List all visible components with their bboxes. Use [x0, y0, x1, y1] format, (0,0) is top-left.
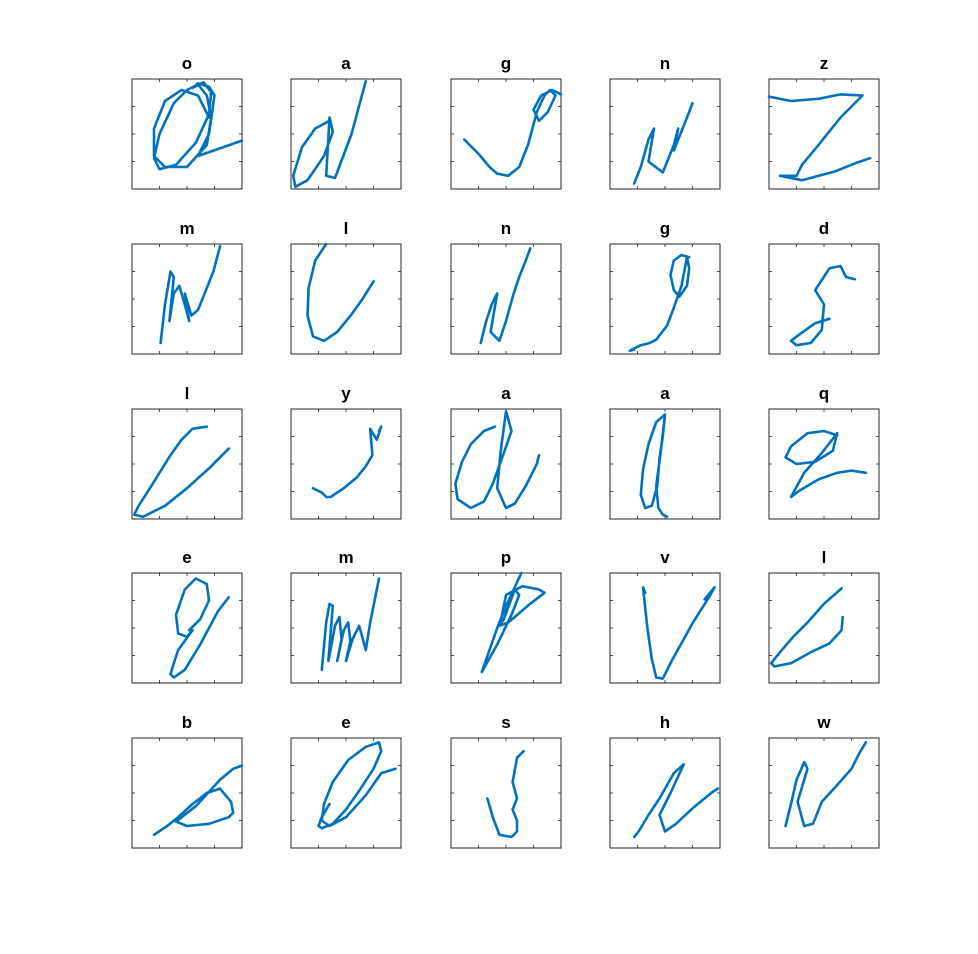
- axes-box: [131, 408, 243, 520]
- subplot-3: g: [450, 54, 563, 190]
- handwriting-stroke-v: [641, 585, 716, 680]
- subplot-19: v: [609, 548, 721, 684]
- subplot-title: m: [179, 219, 194, 238]
- axes-box: [609, 572, 721, 684]
- handwriting-stroke-d: [789, 264, 857, 347]
- axes-box: [609, 243, 721, 355]
- axes-box: [131, 737, 243, 849]
- subplot-title: l: [344, 219, 349, 238]
- handwriting-stroke-z: [767, 93, 872, 182]
- handwriting-stroke-w: [784, 741, 868, 828]
- subplot-17: m: [290, 548, 402, 684]
- subplot-title: d: [819, 219, 829, 238]
- subplot-title: e: [182, 548, 191, 567]
- handwriting-stroke-n: [632, 101, 694, 185]
- subplot-title: m: [338, 548, 353, 567]
- axes-box: [450, 737, 562, 849]
- axes-box: [768, 243, 880, 355]
- subplot-25: w: [768, 713, 880, 849]
- subplot-title: a: [660, 384, 670, 403]
- subplot-4: n: [609, 54, 721, 190]
- handwriting-stroke-m: [159, 244, 222, 345]
- axes-box: [768, 408, 880, 520]
- axes-box: [131, 78, 243, 190]
- handwriting-stroke-l: [306, 242, 375, 343]
- subplot-title: y: [341, 384, 351, 403]
- subplot-title: l: [822, 548, 827, 567]
- subplot-16: e: [131, 548, 243, 684]
- subplot-20: l: [768, 548, 880, 684]
- subplot-title: s: [501, 713, 510, 732]
- handwriting-stroke-a: [639, 413, 669, 519]
- axes-box: [290, 78, 402, 190]
- handwriting-stroke-q: [784, 429, 868, 499]
- subplot-title: a: [501, 384, 511, 403]
- axes-box: [768, 572, 880, 684]
- subplot-title: g: [501, 54, 511, 73]
- subplot-21: b: [131, 713, 244, 849]
- axes-box: [290, 408, 402, 520]
- subplot-title: o: [182, 54, 192, 73]
- axes-box: [609, 78, 721, 190]
- axes-box: [768, 737, 880, 849]
- subplot-title: w: [816, 713, 831, 732]
- subplot-13: a: [450, 384, 562, 520]
- subplot-9: g: [609, 219, 721, 355]
- handwriting-stroke-a: [454, 409, 541, 510]
- handwriting-stroke-g: [462, 88, 563, 178]
- subplot-title: p: [501, 548, 511, 567]
- subplot-title: b: [182, 713, 192, 732]
- subplot-10: d: [768, 219, 880, 355]
- handwriting-stroke-e: [169, 577, 231, 679]
- subplot-8: n: [450, 219, 562, 355]
- handwriting-stroke-g: [628, 253, 691, 353]
- axes-box: [290, 737, 402, 849]
- handwriting-stroke-l: [132, 425, 231, 519]
- subplot-title: e: [341, 713, 350, 732]
- subplot-title: z: [820, 54, 829, 73]
- subplot-12: y: [290, 384, 402, 520]
- axes-box: [450, 408, 562, 520]
- subplot-11: l: [131, 384, 243, 520]
- handwriting-stroke-b: [152, 764, 244, 837]
- subplot-14: a: [609, 384, 721, 520]
- subplot-6: m: [131, 219, 243, 355]
- subplot-title: l: [185, 384, 190, 403]
- subplot-1: o: [131, 54, 244, 190]
- handwriting-stroke-e: [317, 741, 397, 830]
- handwriting-stroke-p: [480, 571, 546, 674]
- subplot-23: s: [450, 713, 562, 849]
- subplot-24: h: [609, 713, 721, 849]
- handwriting-stroke-n: [479, 247, 532, 345]
- subplot-title: q: [819, 384, 829, 403]
- subplot-title: v: [660, 548, 670, 567]
- subplot-title: h: [660, 713, 670, 732]
- subplot-5: z: [767, 54, 880, 190]
- subplot-22: e: [290, 713, 402, 849]
- handwriting-stroke-a: [291, 79, 368, 189]
- handwriting-stroke-h: [632, 763, 720, 839]
- axes-box: [450, 243, 562, 355]
- subplot-7: l: [290, 219, 402, 355]
- subplot-2: a: [290, 54, 402, 190]
- subplot-title: g: [660, 219, 670, 238]
- subplot-15: q: [768, 384, 880, 520]
- handwriting-stroke-o: [152, 81, 244, 171]
- subplot-title: n: [501, 219, 511, 238]
- handwriting-stroke-y: [311, 425, 383, 499]
- subplot-title: n: [660, 54, 670, 73]
- handwriting-stroke-m: [320, 577, 381, 672]
- subplot-18: p: [450, 548, 562, 684]
- handwriting-stroke-l: [769, 587, 845, 668]
- handwriting-stroke-s: [485, 749, 525, 839]
- subplot-title: a: [341, 54, 351, 73]
